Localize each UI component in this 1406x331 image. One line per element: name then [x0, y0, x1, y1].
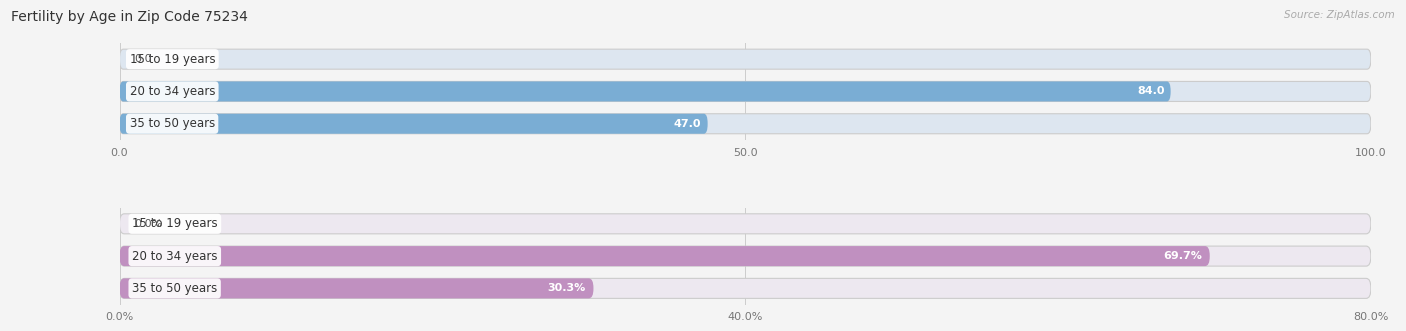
Text: 69.7%: 69.7% — [1163, 251, 1202, 261]
Text: 20 to 34 years: 20 to 34 years — [129, 85, 215, 98]
FancyBboxPatch shape — [120, 81, 1171, 102]
Text: 15 to 19 years: 15 to 19 years — [129, 53, 215, 66]
FancyBboxPatch shape — [120, 246, 1371, 266]
Text: 35 to 50 years: 35 to 50 years — [129, 117, 215, 130]
FancyBboxPatch shape — [120, 214, 1371, 234]
Text: 15 to 19 years: 15 to 19 years — [132, 217, 218, 230]
FancyBboxPatch shape — [120, 114, 1371, 134]
Text: 47.0: 47.0 — [673, 119, 702, 129]
FancyBboxPatch shape — [120, 49, 1371, 69]
Text: Fertility by Age in Zip Code 75234: Fertility by Age in Zip Code 75234 — [11, 10, 247, 24]
FancyBboxPatch shape — [120, 246, 1209, 266]
FancyBboxPatch shape — [120, 278, 593, 298]
Text: 84.0: 84.0 — [1137, 86, 1164, 96]
Text: 30.3%: 30.3% — [547, 283, 586, 293]
Text: 0.0: 0.0 — [135, 54, 152, 64]
FancyBboxPatch shape — [120, 81, 1371, 102]
FancyBboxPatch shape — [120, 114, 707, 134]
FancyBboxPatch shape — [120, 278, 1371, 298]
Text: Source: ZipAtlas.com: Source: ZipAtlas.com — [1284, 10, 1395, 20]
Text: 20 to 34 years: 20 to 34 years — [132, 250, 218, 262]
Text: 35 to 50 years: 35 to 50 years — [132, 282, 218, 295]
Text: 0.0%: 0.0% — [135, 219, 163, 229]
